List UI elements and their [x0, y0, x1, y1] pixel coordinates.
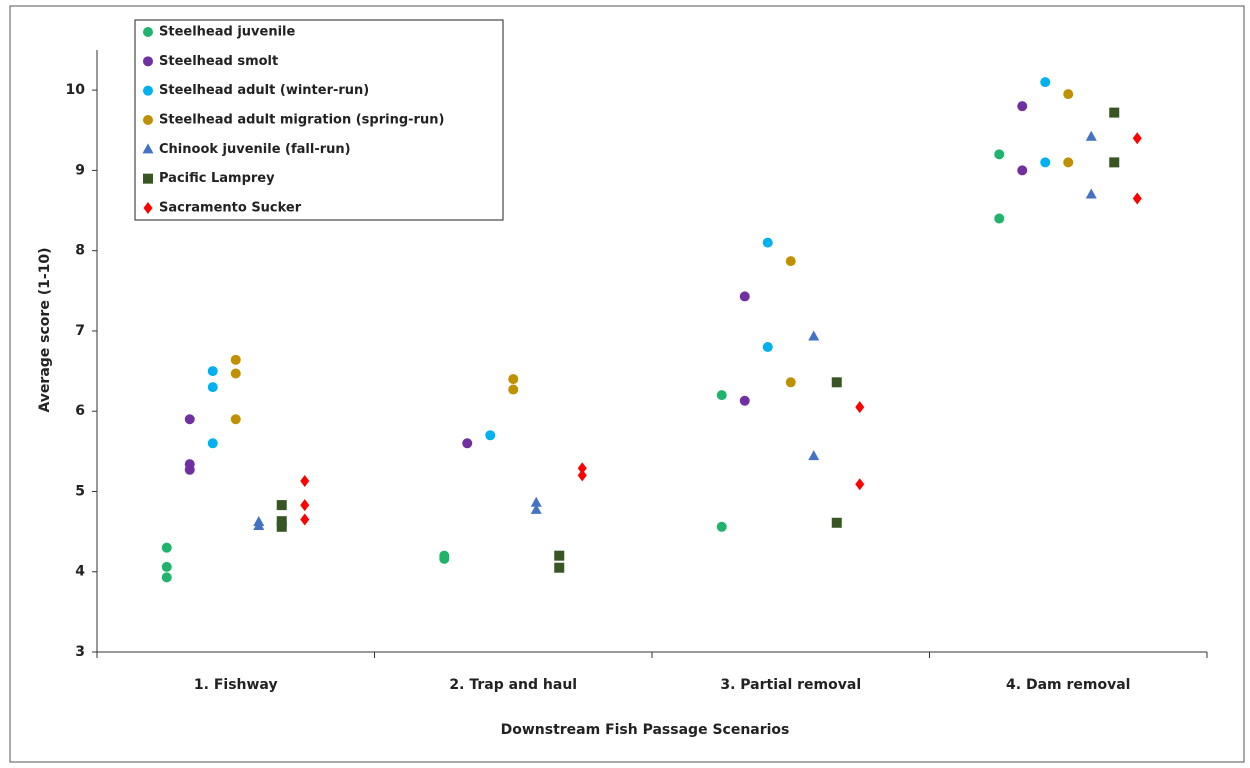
point — [207, 438, 218, 449]
point — [253, 519, 265, 530]
point — [716, 390, 727, 401]
y-tick-label: 7 — [75, 323, 85, 339]
x-tick-label: 2. Trap and haul — [449, 677, 577, 693]
point — [300, 499, 310, 512]
x-tick-label: 1. Fishway — [194, 677, 278, 693]
point — [276, 500, 287, 511]
point — [577, 469, 587, 482]
legend-box — [134, 19, 504, 221]
legend-label: Steelhead juvenile — [159, 25, 296, 40]
point — [276, 516, 287, 527]
point — [554, 550, 565, 561]
point — [855, 401, 865, 414]
legend-label: Steelhead smolt — [159, 54, 278, 69]
x-tick-label: 3. Partial removal — [720, 677, 861, 693]
point — [808, 330, 820, 341]
point — [1132, 192, 1142, 205]
point — [785, 377, 796, 388]
legend-label: Sacramento Sucker — [159, 201, 302, 216]
point — [230, 354, 241, 365]
point — [300, 475, 310, 488]
point — [831, 377, 842, 388]
point — [994, 149, 1005, 160]
point — [207, 382, 218, 393]
legend-label: Steelhead adult (winter-run) — [159, 83, 369, 98]
legend-marker — [143, 27, 153, 37]
y-tick-label: 4 — [75, 564, 85, 580]
point — [1132, 132, 1142, 145]
y-tick-label: 9 — [75, 162, 85, 178]
point — [739, 291, 750, 302]
point — [300, 513, 310, 526]
point — [530, 496, 542, 507]
point — [161, 572, 172, 583]
point — [439, 553, 450, 564]
y-axis-title: Average score (1-10) — [37, 247, 53, 412]
point — [1063, 157, 1074, 168]
point — [1063, 89, 1074, 100]
point — [184, 464, 195, 475]
point — [762, 237, 773, 248]
point — [855, 478, 865, 491]
legend-marker — [143, 56, 153, 67]
legend-label: Chinook juvenile (fall-run) — [159, 142, 351, 157]
point — [530, 503, 542, 514]
x-axis-title: Downstream Fish Passage Scenarios — [501, 722, 790, 738]
point — [230, 368, 241, 379]
point — [161, 561, 172, 572]
y-tick-label: 8 — [75, 243, 85, 259]
point — [462, 438, 473, 449]
point — [762, 341, 773, 352]
y-tick-label: 10 — [66, 82, 86, 98]
point — [808, 450, 820, 461]
point — [1017, 101, 1028, 112]
point — [1017, 165, 1028, 176]
legend-marker — [142, 143, 154, 154]
point — [207, 366, 218, 377]
y-tick-label: 5 — [75, 483, 85, 499]
point — [1109, 157, 1120, 168]
point — [785, 256, 796, 267]
point — [1040, 157, 1051, 168]
point — [508, 384, 519, 395]
point — [276, 521, 287, 532]
point — [831, 517, 842, 528]
point — [1040, 77, 1051, 88]
point — [1109, 107, 1120, 118]
point — [739, 395, 750, 406]
point — [1085, 130, 1097, 141]
point — [508, 374, 519, 385]
point — [184, 414, 195, 425]
point — [230, 414, 241, 425]
legend-label: Steelhead adult migration (spring-run) — [159, 113, 444, 128]
x-tick-label: 4. Dam removal — [1006, 677, 1130, 693]
legend-label: Pacific Lamprey — [159, 171, 275, 186]
legend-marker — [143, 115, 153, 125]
point — [161, 542, 172, 553]
legend-marker — [143, 173, 153, 184]
point — [577, 462, 587, 475]
point — [994, 213, 1005, 224]
legend: Steelhead juvenile Steelhead smolt Steelhe… — [134, 19, 504, 221]
y-tick-label: 6 — [75, 403, 85, 419]
legend-marker — [143, 202, 153, 214]
point — [716, 521, 727, 532]
legend-marker — [143, 85, 153, 96]
y-tick-label: 3 — [75, 644, 85, 660]
point — [485, 430, 496, 441]
point — [1085, 188, 1097, 199]
point — [554, 562, 565, 573]
